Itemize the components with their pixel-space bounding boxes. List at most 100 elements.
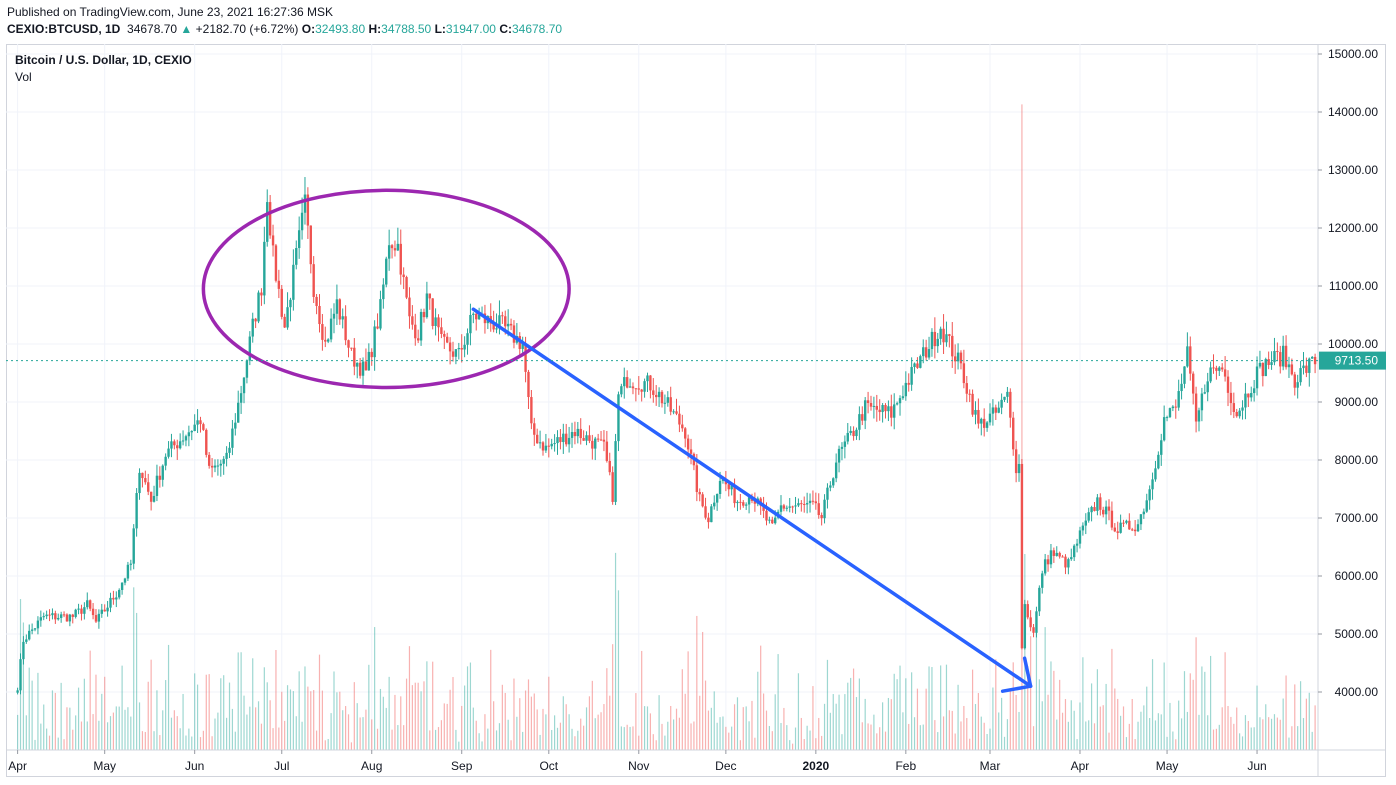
candle-body	[451, 351, 455, 357]
candle-body	[1226, 376, 1230, 393]
volume-bar	[385, 707, 387, 750]
grid-lines	[6, 44, 1318, 750]
volume-bar	[170, 717, 173, 750]
candle-body	[1252, 388, 1256, 394]
chart-legend-title[interactable]: Bitcoin / U.S. Dollar, 1D, CEXIO	[15, 53, 192, 67]
volume-bar	[583, 725, 585, 750]
volume-bar	[25, 715, 27, 750]
volume-bar	[1096, 669, 1098, 750]
candle-body	[681, 424, 684, 429]
candle-body	[684, 428, 687, 439]
price-tick-label: 11000.00	[1329, 279, 1378, 293]
volume-bar	[606, 668, 608, 750]
volume-bar	[852, 668, 855, 750]
volume-bar	[136, 612, 138, 750]
candle-body	[803, 503, 806, 505]
candle-body	[135, 493, 138, 529]
candle-body	[643, 381, 646, 392]
volume-bar	[565, 704, 567, 750]
candle-body	[509, 323, 513, 326]
volume-bar	[214, 718, 216, 750]
volume-bar	[710, 707, 712, 750]
volume-bar	[1244, 715, 1247, 750]
volume-bar	[971, 669, 974, 750]
candle-body	[132, 528, 135, 564]
candle-body	[1096, 497, 1099, 511]
candle-body	[1296, 382, 1299, 388]
volume-bar	[524, 690, 527, 750]
volume-bar	[147, 681, 149, 750]
volume-bar	[350, 742, 353, 750]
volume-bar	[913, 717, 916, 750]
candle-body	[443, 333, 446, 337]
candle-body	[353, 347, 356, 367]
time-axis[interactable]: Apr May Jun Jul Aug Sep Oct Nov Dec 2020 Feb Mar Apr…	[8, 750, 1267, 773]
candle-body	[634, 388, 638, 390]
candle-body	[1075, 543, 1079, 546]
candle-body	[605, 441, 609, 461]
volume-bar	[748, 721, 750, 750]
volume-bar	[336, 692, 338, 750]
price-tick-label: 5000.00	[1335, 627, 1379, 641]
candle-body	[149, 491, 153, 502]
last-price-marker: 9713.50	[6, 351, 1386, 370]
volume-legend[interactable]: Vol	[15, 70, 32, 84]
candle-body	[820, 515, 823, 519]
candle-body	[652, 390, 655, 395]
candle-body	[956, 352, 960, 362]
candle-body	[713, 502, 716, 507]
volume-bars	[17, 104, 1316, 750]
candle-body	[434, 317, 437, 327]
candle-body	[1232, 403, 1236, 412]
candle-body	[628, 386, 632, 388]
candle-body	[1247, 393, 1250, 398]
candle-body	[1308, 358, 1311, 373]
volume-bar	[818, 717, 820, 750]
candle-body	[669, 397, 672, 412]
chart-canvas[interactable]: 15000.00 14000.00 13000.00 12000.00 11000.00…	[6, 44, 1386, 777]
volume-bar	[313, 690, 315, 750]
chart-border	[6, 44, 1386, 777]
volume-bar	[1198, 714, 1200, 750]
volume-bar	[1079, 702, 1081, 750]
low-label: L:	[434, 22, 446, 36]
volume-bar	[1117, 698, 1119, 750]
volume-bar	[1172, 731, 1174, 750]
volume-bar	[37, 672, 39, 750]
volume-bar	[548, 676, 550, 750]
candle-body	[94, 615, 98, 622]
volume-bar	[208, 674, 210, 750]
candle-body	[707, 517, 710, 523]
volume-bar	[324, 740, 326, 750]
candle-body	[431, 298, 434, 327]
volume-bar	[699, 695, 701, 750]
candle-body	[228, 447, 231, 453]
candle-body	[791, 506, 794, 508]
volume-bar	[388, 676, 390, 750]
candle-body	[1255, 366, 1259, 389]
volume-bar	[1114, 688, 1116, 750]
candle-body	[1067, 559, 1070, 568]
time-tick-label: May	[93, 759, 116, 773]
ohlc-bar: CEXIO:BTCUSD, 1D 34678.70 ▲ +2182.70 (+6…	[7, 22, 562, 36]
volume-bar	[112, 712, 114, 750]
volume-bar	[101, 693, 103, 750]
candle-body	[855, 429, 858, 437]
volume-bar	[199, 737, 202, 750]
volume-bar	[231, 708, 234, 750]
candle-body	[747, 497, 751, 505]
candle-body	[373, 326, 376, 358]
volume-bar	[266, 682, 268, 750]
candle-body	[1290, 364, 1294, 375]
volume-bar	[72, 729, 74, 750]
candle-body	[344, 316, 347, 341]
candle-body	[306, 194, 310, 226]
volume-bar	[92, 714, 94, 750]
volume-bar	[661, 723, 663, 750]
volume-bar	[179, 728, 181, 750]
volume-bar	[75, 715, 77, 750]
candle-body	[936, 338, 939, 347]
volume-bar	[1253, 727, 1255, 750]
candle-body	[1009, 391, 1012, 418]
volume-bar	[1012, 662, 1014, 750]
